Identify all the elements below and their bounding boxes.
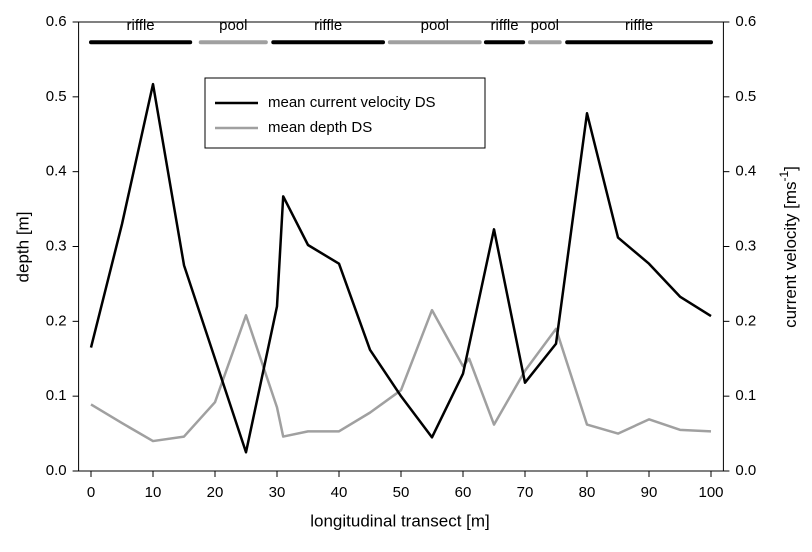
y2-tick-label: 0.0 (735, 462, 756, 479)
y-tick-label: 0.0 (46, 462, 67, 479)
x-tick-label: 70 (517, 484, 534, 501)
segment-label: pool (531, 17, 559, 34)
y-axis-label: depth [m] (13, 212, 32, 283)
segment-label: pool (219, 17, 247, 34)
x-tick-label: 100 (698, 484, 723, 501)
y2-axis-label: current velocity [ms-1] (777, 166, 800, 328)
segment-label: riffle (491, 17, 519, 34)
x-tick-label: 0 (87, 484, 95, 501)
legend-label: mean depth DS (268, 119, 372, 136)
y2-label-main: current velocity [ms (781, 181, 800, 327)
y2-label-end: ] (781, 166, 800, 171)
x-tick-label: 80 (579, 484, 596, 501)
data-line (90, 308, 712, 443)
y-tick-label: 0.3 (46, 237, 67, 254)
x-axis-label: longitudinal transect [m] (310, 511, 490, 530)
y-tick-label: 0.1 (46, 387, 67, 404)
legend-box (204, 77, 486, 149)
y2-tick-label: 0.1 (735, 387, 756, 404)
y2-tick-label: 0.2 (735, 312, 756, 329)
x-tick-label: 20 (207, 484, 224, 501)
segment-label: pool (421, 17, 449, 34)
x-tick-label: 40 (331, 484, 348, 501)
x-tick-label: 50 (393, 484, 410, 501)
y2-tick-label: 0.5 (735, 88, 756, 105)
x-tick-label: 30 (269, 484, 286, 501)
y2-tick-label: 0.6 (735, 13, 756, 30)
x-tick-label: 90 (641, 484, 658, 501)
y-tick-label: 0.6 (46, 13, 67, 30)
legend-label: mean current velocity DS (268, 94, 436, 111)
x-tick-label: 10 (145, 484, 162, 501)
data-line (89, 82, 712, 454)
segment-label: riffle (314, 17, 342, 34)
segment-label: riffle (625, 17, 653, 34)
y-tick-label: 0.2 (46, 312, 67, 329)
y-tick-label: 0.4 (46, 163, 67, 180)
y2-label-sup: -1 (777, 170, 791, 181)
y2-tick-label: 0.4 (735, 163, 756, 180)
y2-tick-label: 0.3 (735, 237, 756, 254)
x-tick-label: 60 (455, 484, 472, 501)
y-tick-label: 0.5 (46, 88, 67, 105)
segment-label: riffle (127, 17, 155, 34)
